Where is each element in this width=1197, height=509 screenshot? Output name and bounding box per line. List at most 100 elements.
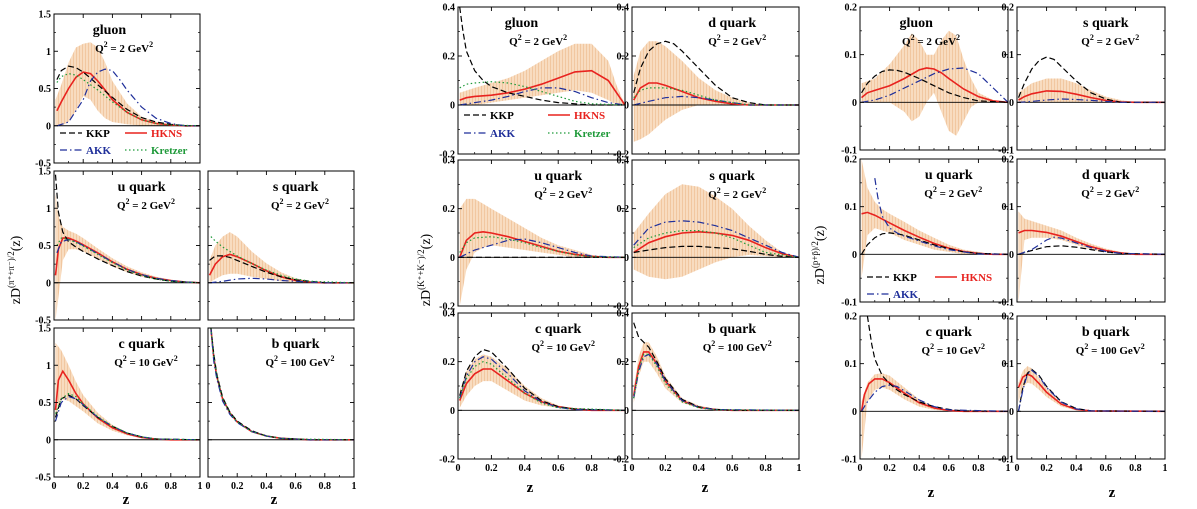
q2-label: Q2 = 2 GeV2: [509, 33, 567, 48]
series-line-kretzer: [633, 353, 799, 411]
series-line-kkp: [860, 69, 1008, 103]
uncertainty-band: [861, 373, 1008, 459]
x-tick-label: 0.2: [485, 463, 498, 474]
uncertainty-band: [633, 184, 799, 280]
x-tick-label: 0: [1015, 463, 1020, 474]
panel-pion-b-quark: 0 0.2 0.4 0.6 0.8 1 b quark Q2 = 100 GeV2: [206, 327, 357, 492]
x-tick-label: 0.4: [106, 481, 119, 492]
q2-label: Q2 = 10 GeV2: [922, 342, 985, 357]
series-line-akk: [861, 67, 1008, 103]
series-line-hkns: [1017, 373, 1165, 413]
uncertainty-band: [861, 30, 1008, 136]
y-tick-label: -0.2: [613, 455, 629, 466]
panel-kaon-s-quark: -0.2 0 0.2 0.4 s quark Q2 = 2 GeV2: [613, 156, 800, 313]
legend-entry-hkns: HKNS: [125, 128, 182, 140]
series-line-akk: [56, 68, 200, 127]
x-tick-label: 0: [456, 463, 461, 474]
legend-entry-akk: AKK: [464, 128, 516, 140]
y-tick-label: 1.5: [39, 324, 52, 335]
legend-label: Kretzer: [151, 145, 188, 157]
series-line-kretzer: [633, 87, 799, 106]
y-tick-label: 0: [1009, 407, 1014, 418]
x-tick-label: 1: [352, 481, 357, 492]
x-tick-label: 0.6: [726, 463, 739, 474]
y-tick-label: -0.2: [439, 455, 455, 466]
y-tick-label: 0: [46, 121, 51, 132]
panel-kaon-d-quark: -0.2 0 0.2 0.4 d quark Q2 = 2 GeV2: [613, 3, 800, 161]
y-tick-label: -0.5: [35, 473, 51, 484]
x-tick-label: 1: [797, 463, 802, 474]
y-tick-label: 0: [46, 278, 51, 289]
x-tick-label: 0.6: [552, 463, 565, 474]
series-line-kkp: [633, 40, 799, 106]
series-line-kkp: [459, 7, 625, 106]
y-tick-label: 0: [1009, 98, 1014, 109]
series-line-kkp: [54, 174, 200, 284]
y-tick-label: 0.2: [1002, 3, 1015, 14]
panel-title: c quark: [118, 337, 165, 352]
y-tick-label: 0.4: [443, 309, 456, 320]
x-tick-label: 0.2: [231, 481, 244, 492]
y-tick-label: -0.2: [439, 302, 455, 313]
uncertainty-band: [55, 193, 200, 320]
y-tick-label: -0.5: [35, 159, 51, 170]
y-tick-label: 0.4: [443, 156, 456, 167]
y-tick-label: 0.2: [1002, 312, 1015, 323]
panel-title: s quark: [709, 169, 755, 184]
q2-label: Q2 = 2 GeV2: [924, 185, 982, 200]
x-tick-label: 0: [206, 481, 211, 492]
q2-label: Q2 = 2 GeV2: [708, 33, 766, 48]
series-line-kretzer: [459, 361, 625, 411]
panel-title: u quark: [925, 168, 973, 183]
y-tick-label: -0.1: [998, 298, 1014, 309]
series-line-kkp: [633, 322, 799, 411]
panel-title: d quark: [1082, 168, 1130, 183]
legend-label: KKP: [86, 128, 110, 140]
y-tick-label: 0.1: [1002, 50, 1015, 61]
q2-label: Q2 = 2 GeV2: [902, 33, 960, 48]
series-line-akk: [633, 95, 799, 106]
q2-label: Q2 = 100 GeV2: [703, 339, 772, 354]
series-line-akk: [1017, 369, 1165, 412]
q2-label: Q2 = 10 GeV2: [114, 354, 177, 369]
legend-label: KKP: [893, 272, 917, 284]
panel-title: u quark: [534, 169, 582, 184]
x-tick-label: 1: [1006, 463, 1011, 474]
series-line-kkp: [1018, 245, 1165, 255]
y-tick-label: 0: [450, 253, 455, 264]
series-line-akk: [1018, 98, 1165, 103]
kaon-y-axis-label: zD(K⁺+K⁻)/2(z): [416, 233, 434, 306]
x-tick-label: 1: [623, 463, 628, 474]
series-line-akk: [633, 353, 799, 411]
series-line-kkp: [1017, 56, 1165, 103]
panel-title: d quark: [708, 16, 756, 31]
y-tick-label: -0.1: [998, 146, 1014, 157]
uncertainty-band: [1018, 78, 1165, 103]
y-tick-label: 0.2: [845, 155, 858, 166]
q2-label: Q2 = 2 GeV2: [271, 197, 329, 212]
panel-title: b quark: [708, 322, 756, 337]
uncertainty-band: [1018, 211, 1165, 302]
y-tick-label: 0.2: [845, 3, 858, 14]
y-tick-label: 0.4: [617, 156, 630, 167]
x-tick-label: 0.6: [289, 481, 302, 492]
series-line-kretzer: [56, 237, 200, 284]
y-tick-label: 0.2: [443, 204, 456, 215]
series-line-akk: [860, 384, 1008, 412]
q2-label: Q2 = 2 GeV2: [1081, 33, 1139, 48]
pion-y-axis-label: zD(π⁺+π⁻)/2(z): [6, 235, 24, 304]
panel-title: u quark: [118, 180, 166, 195]
x-tick-label: 0.4: [913, 463, 926, 474]
y-tick-label: 0.1: [845, 50, 858, 61]
panel-kaon-gluon: -0.2 0 0.2 0.4 gluon Q2 = 2 GeV2: [439, 3, 626, 161]
kaon-x-label-left: z: [527, 480, 534, 496]
pion-x-label-left: z: [123, 492, 130, 508]
series-line-kretzer: [210, 236, 354, 284]
q2-label: Q2 = 100 GeV2: [1076, 342, 1145, 357]
y-tick-label: 0.4: [443, 3, 456, 14]
